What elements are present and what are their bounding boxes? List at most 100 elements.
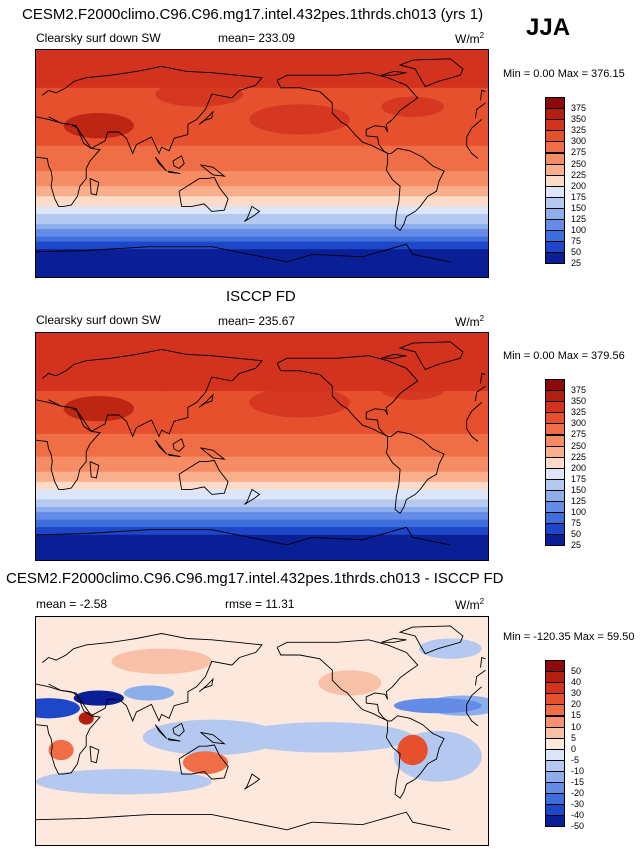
panel2-band bbox=[36, 365, 488, 369]
panel2-band bbox=[36, 501, 488, 506]
panel1-region bbox=[249, 104, 350, 135]
panel1-band bbox=[36, 231, 488, 235]
panel3-colorbar-tick-label: -50 bbox=[571, 821, 585, 832]
panel2-band bbox=[36, 461, 488, 465]
panel1-band bbox=[36, 269, 488, 273]
panel1-band bbox=[36, 57, 488, 61]
panel2-band bbox=[36, 418, 488, 422]
panel1-coastline bbox=[89, 178, 100, 196]
panel2-band bbox=[36, 348, 488, 352]
panel2-band bbox=[36, 345, 488, 349]
panel1-band bbox=[36, 55, 488, 59]
panel3-colorbar-tick-label: 0 bbox=[571, 743, 577, 754]
panel1-band bbox=[36, 274, 488, 277]
panel3-coastline bbox=[480, 656, 486, 668]
panel2-band bbox=[36, 383, 488, 387]
panel3-colorbar-tick-label: 50 bbox=[571, 666, 582, 676]
panel2-band bbox=[36, 466, 488, 470]
panel1-band bbox=[36, 77, 488, 81]
panel3-title: CESM2.F2000climo.C96.C96.mg17.intel.432p… bbox=[6, 570, 504, 587]
panel1-band bbox=[36, 148, 488, 152]
panel1-colorbar-tick-label: 275 bbox=[571, 147, 587, 158]
panel2-band bbox=[36, 350, 488, 354]
panel1-band bbox=[36, 176, 488, 180]
panel2-band bbox=[36, 484, 488, 488]
panel2-band bbox=[36, 496, 488, 501]
panel2-band bbox=[36, 343, 488, 347]
panel2-coastline bbox=[381, 353, 407, 359]
panel3-colorbar-tick-label: -10 bbox=[571, 765, 585, 776]
panel1-band bbox=[36, 234, 488, 238]
panel3-coastline bbox=[36, 683, 101, 775]
panel2-band bbox=[36, 423, 488, 427]
panel2-band bbox=[36, 441, 488, 445]
panel2-band bbox=[36, 385, 488, 390]
panel2-colorbar-tick-label: 100 bbox=[571, 507, 587, 518]
panel3-coastline bbox=[312, 811, 451, 831]
panel1-band bbox=[36, 128, 488, 132]
panel2-band bbox=[36, 358, 488, 362]
panel1-coastline bbox=[474, 102, 486, 119]
panel1-coastline bbox=[244, 205, 261, 222]
panel3-colorbar-tick-label: -5 bbox=[571, 754, 580, 765]
panel3-colorbar-tick-label: 10 bbox=[571, 721, 582, 732]
panel1-band bbox=[36, 218, 488, 223]
panel1-band bbox=[36, 65, 488, 69]
panel2-coastline bbox=[312, 526, 451, 546]
panel1-band bbox=[36, 150, 488, 155]
panel1-colorbar-tick-label: 200 bbox=[571, 180, 587, 191]
panel2-band bbox=[36, 554, 488, 559]
panel3-coastline bbox=[36, 814, 313, 831]
panel2-minmax: Min = 0.00 Max = 379.56 bbox=[503, 350, 625, 362]
panel3-mean: mean = -2.58 bbox=[36, 597, 108, 611]
panel3-anomaly bbox=[36, 698, 80, 719]
panel1-band bbox=[36, 264, 488, 268]
panel2-band bbox=[36, 438, 488, 443]
panel1-coastline bbox=[36, 116, 101, 207]
panel3-anomaly bbox=[36, 769, 212, 795]
panel2-band bbox=[36, 335, 488, 339]
panel2-band bbox=[36, 411, 488, 415]
panel2-coastline bbox=[466, 402, 482, 421]
panel1-band bbox=[36, 213, 488, 218]
panel1-band bbox=[36, 241, 488, 245]
panel2-band bbox=[36, 355, 488, 359]
panel1-band bbox=[36, 95, 488, 99]
panel1-band bbox=[36, 244, 488, 248]
panel3-coastline bbox=[167, 738, 181, 742]
panel2-coastline bbox=[200, 447, 226, 460]
panel2-band bbox=[36, 537, 488, 541]
panel2-colorbar-tick-label: 75 bbox=[571, 518, 582, 529]
panel1-band bbox=[36, 188, 488, 192]
panel1-band bbox=[36, 143, 488, 147]
panel2-units-text: W/m bbox=[455, 315, 480, 329]
panel2-band bbox=[36, 522, 488, 526]
panel2-coastline bbox=[398, 341, 464, 371]
panel2-band bbox=[36, 539, 488, 543]
panel2-band bbox=[36, 433, 488, 438]
panel1-band bbox=[36, 155, 488, 160]
panel2-band bbox=[36, 509, 488, 513]
panel3-colorbar-tick-label: 15 bbox=[571, 710, 582, 721]
panel2-band bbox=[36, 353, 488, 357]
panel1-band bbox=[36, 82, 488, 86]
panel2-band bbox=[36, 524, 488, 528]
panel2-colorbar-tick-label: 150 bbox=[571, 484, 587, 495]
panel1-band bbox=[36, 178, 488, 182]
panel1-band bbox=[36, 193, 488, 197]
panel1-band bbox=[36, 196, 488, 200]
panel1-units-sup: 2 bbox=[479, 31, 485, 40]
panel3-coastline bbox=[381, 638, 407, 643]
panel2-band bbox=[36, 547, 488, 551]
panel2-colorbar-tick-label: 275 bbox=[571, 429, 587, 440]
panel3-anomaly bbox=[123, 685, 175, 701]
panel2-band bbox=[36, 368, 488, 372]
panel3-anomaly bbox=[397, 734, 428, 766]
panel2-band bbox=[36, 340, 488, 344]
panel1-map bbox=[35, 49, 489, 278]
panel3-coastline bbox=[244, 773, 261, 790]
panel3-coastline bbox=[474, 669, 486, 686]
panel1-colorbar-tick-label: 100 bbox=[571, 225, 587, 236]
panel2-coastline bbox=[474, 385, 486, 402]
panel1-band bbox=[36, 135, 488, 139]
